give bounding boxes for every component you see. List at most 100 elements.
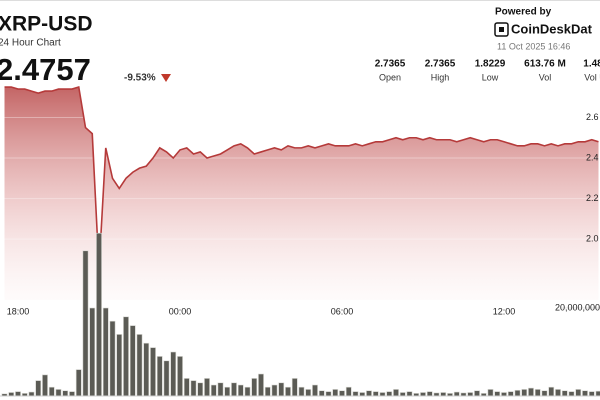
volume-bar <box>393 389 399 397</box>
volume-bar <box>28 391 35 397</box>
volume-bar <box>514 389 521 397</box>
volume-bar <box>561 390 568 397</box>
volume-bar <box>548 386 555 397</box>
volume-bar <box>298 386 305 397</box>
volume-bar <box>507 391 514 397</box>
volume-bar <box>501 392 507 397</box>
volume-bar <box>305 389 312 397</box>
timestamp: 11 Oct 2025 16:46 <box>497 41 570 51</box>
volume-bar <box>217 382 224 397</box>
volume-bar <box>156 356 163 397</box>
y-tick-label: 2.2 <box>586 193 599 203</box>
volume-bar <box>224 386 231 397</box>
volume-bar <box>285 386 291 397</box>
volume-bar <box>352 391 359 397</box>
volume-bar <box>190 380 197 397</box>
volume-bar <box>588 391 595 397</box>
volume-bar <box>568 391 575 397</box>
volume-bar <box>386 391 393 397</box>
volume-bar <box>440 392 447 397</box>
stat-value: 613.76 M <box>524 59 566 70</box>
volume-bar <box>177 356 183 397</box>
volume-bar <box>521 389 528 397</box>
volume-bar <box>339 390 345 397</box>
volume-tick-label: 20,000,000 <box>555 302 600 312</box>
stat-label: Vol <box>539 72 552 82</box>
volume-bar <box>8 392 15 397</box>
header: XRP-USD 24 Hour Chart 2.4757 -9.53% Powe… <box>0 7 600 88</box>
volume-bar <box>406 391 413 397</box>
brand-logo <box>494 22 509 37</box>
volume-bar <box>555 389 561 397</box>
volume-bar <box>55 389 62 397</box>
volume-bar <box>325 391 332 397</box>
volume-bar <box>372 391 379 397</box>
volume-bar <box>487 389 494 397</box>
volume-bar <box>264 386 271 397</box>
volume-bar <box>89 307 96 397</box>
volume-bar <box>129 325 136 397</box>
volume-bar <box>109 320 116 397</box>
volume-bar <box>69 391 75 397</box>
volume-bar <box>150 347 156 397</box>
subtitle: 24 Hour Chart <box>0 38 61 49</box>
x-tick-label: 06:00 <box>331 306 354 316</box>
stat-value: 2.7365 <box>425 59 456 70</box>
volume-bar <box>62 390 69 397</box>
stat-value: 1.8229 <box>475 59 506 70</box>
x-tick-label: 12:00 <box>493 306 516 316</box>
volume-bar <box>210 384 217 397</box>
volume-bar <box>271 384 278 397</box>
brand: CoinDeskDat <box>511 21 593 36</box>
volume-bar <box>534 389 541 397</box>
volume-bar <box>15 391 21 397</box>
volume-bar <box>278 382 285 397</box>
volume-bar <box>231 382 237 397</box>
volume-bar <box>102 307 109 397</box>
volume-bar <box>258 373 264 397</box>
volume-bar <box>183 378 190 397</box>
volume-bar <box>453 391 460 397</box>
volume-bar <box>197 382 204 397</box>
volume-bar <box>35 380 42 397</box>
plot-area: 2.6 2.4 2.2 2.0 18:00 00:00 06:00 12:00 20,000,0… <box>0 86 600 397</box>
volume-bar <box>143 342 150 397</box>
stat-label: Vol US <box>584 72 600 82</box>
volume-bar <box>123 316 129 397</box>
volume-bar <box>366 390 372 397</box>
volume-bar <box>420 392 426 397</box>
volume-bar <box>82 250 89 397</box>
price: 2.4757 <box>0 52 91 87</box>
stat-value: 1.48 B <box>583 59 600 70</box>
volume-bar <box>291 378 298 397</box>
volume-bar <box>48 386 55 397</box>
volume-bar <box>318 390 325 397</box>
volume-bar <box>467 392 474 397</box>
volume-bar <box>528 387 534 397</box>
down-arrow <box>161 74 171 82</box>
volume-bar <box>474 390 480 397</box>
volume-bar <box>541 390 548 397</box>
volume-bar <box>312 384 318 397</box>
volume-bar <box>204 378 210 397</box>
volume-bar <box>170 351 177 397</box>
volume-bar <box>136 334 143 397</box>
x-tick-label: 00:00 <box>169 306 192 316</box>
price-line <box>4 86 599 270</box>
volume-bar <box>251 378 258 397</box>
volume-bar <box>426 391 433 397</box>
volume-bar <box>595 390 600 397</box>
volume-bar <box>116 334 123 397</box>
volume-bar <box>359 392 366 397</box>
volume-bar <box>332 389 339 397</box>
stat-label: Open <box>379 72 401 82</box>
y-tick-label: 2.4 <box>586 152 599 162</box>
volume-bar <box>244 386 251 397</box>
stat-label: High <box>431 72 450 82</box>
title: XRP-USD <box>0 13 93 36</box>
volume-bar <box>163 360 170 397</box>
y-tick-label: 2.0 <box>586 234 599 244</box>
volume-bar <box>75 369 82 397</box>
